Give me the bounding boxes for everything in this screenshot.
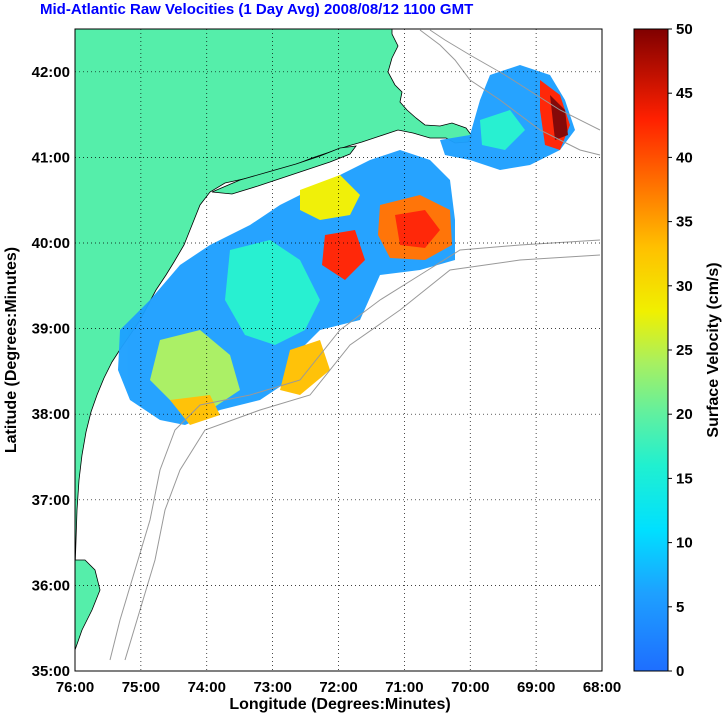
latitude-ticks: 42:00 41:00 40:00 39:00 38:00 37:00 36:00 35:00 bbox=[32, 64, 70, 680]
colorbar-tick-label: 30 bbox=[676, 278, 693, 295]
long-island bbox=[211, 145, 357, 195]
colorbar-tick-label: 50 bbox=[676, 21, 693, 38]
colorbar-tick-label: 25 bbox=[676, 342, 693, 359]
lat-tick-label: 42:00 bbox=[32, 64, 70, 81]
colorbar-tick-label: 10 bbox=[676, 535, 693, 552]
lon-tick-label: 72:00 bbox=[319, 679, 357, 696]
lat-tick-label: 38:00 bbox=[32, 406, 70, 423]
lon-tick-label: 75:00 bbox=[122, 679, 160, 696]
x-axis-label: Longitude (Degrees:Minutes) bbox=[229, 696, 450, 713]
lat-tick-label: 41:00 bbox=[32, 149, 70, 166]
lon-tick-label: 71:00 bbox=[385, 679, 423, 696]
colorbar-tick-label: 45 bbox=[676, 85, 693, 102]
lon-tick-label: 76:00 bbox=[56, 679, 94, 696]
lon-tick-label: 73:00 bbox=[253, 679, 291, 696]
map-title: Mid-Atlantic Raw Velocities (1 Day Avg) … bbox=[40, 1, 474, 18]
lon-tick-label: 70:00 bbox=[451, 679, 489, 696]
lat-tick-label: 35:00 bbox=[32, 663, 70, 680]
lon-tick-label: 68:00 bbox=[583, 679, 621, 696]
colorbar-tick-label: 15 bbox=[676, 470, 693, 487]
lat-tick-label: 37:00 bbox=[32, 492, 70, 509]
lat-tick-label: 39:00 bbox=[32, 321, 70, 338]
bathymetry-contours bbox=[109, 29, 601, 661]
colorbar-tick-label: 5 bbox=[676, 599, 684, 616]
outer-banks bbox=[75, 559, 101, 651]
colorbar-tick-label: 20 bbox=[676, 406, 693, 423]
land-mass bbox=[75, 29, 473, 571]
lon-tick-label: 74:00 bbox=[188, 679, 226, 696]
y-axis-label: Latitude (Degrees:Minutes) bbox=[3, 247, 20, 453]
longitude-ticks: 76:00 75:00 74:00 73:00 72:00 71:00 70:00 69:00… bbox=[56, 679, 621, 696]
plot-frame bbox=[74, 28, 603, 672]
plot-area bbox=[75, 29, 602, 671]
lat-tick-label: 36:00 bbox=[32, 577, 70, 594]
colorbar-tick-label: 40 bbox=[676, 149, 693, 166]
colorbar-tick-label: 0 bbox=[676, 663, 684, 680]
colorbar-scale bbox=[633, 28, 669, 672]
colorbar-label: Surface Velocity (cm/s) bbox=[705, 262, 722, 437]
lon-tick-label: 69:00 bbox=[517, 679, 555, 696]
colorbar-tick-label: 35 bbox=[676, 214, 693, 231]
lat-tick-label: 40:00 bbox=[32, 235, 70, 252]
